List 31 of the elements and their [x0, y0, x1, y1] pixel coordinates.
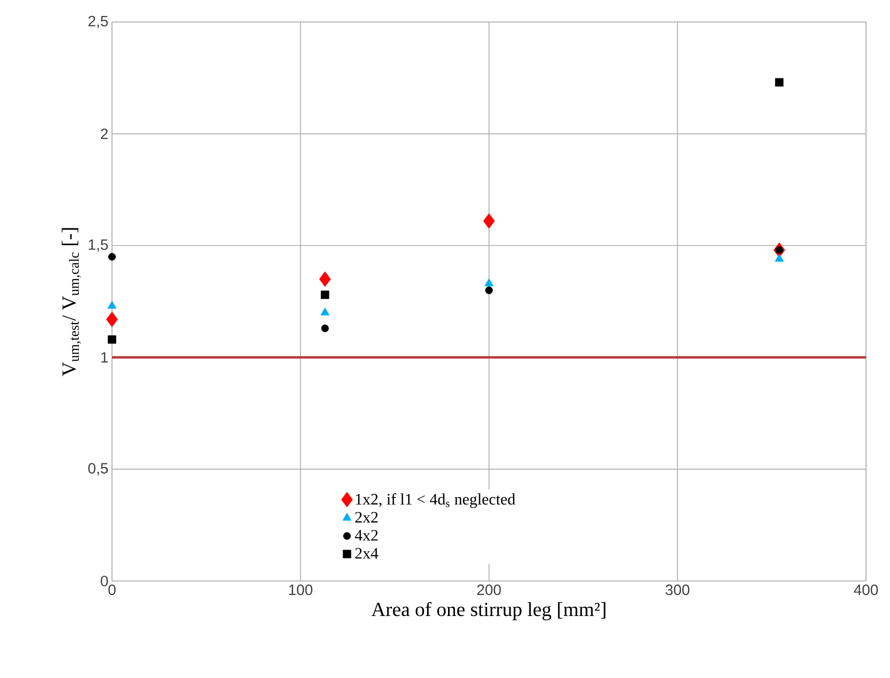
legend-label: 2x2 — [355, 512, 378, 522]
point — [320, 290, 330, 299]
point — [321, 324, 329, 332]
legend-label: 2x4 — [355, 548, 378, 559]
legend-label: 4x2 — [354, 530, 378, 541]
y-tick-label: 0 — [100, 576, 108, 586]
point — [485, 286, 493, 294]
x-axis-title: Area of one stirrup leg [mm²] — [371, 602, 606, 620]
x-tick-label: 100 — [289, 584, 312, 596]
y-axis-title: V$_{um,test}$/ V$_{um,calc}$ [-] — [62, 228, 81, 376]
point — [108, 252, 116, 261]
point — [108, 335, 116, 344]
point — [775, 78, 784, 87]
y-tick-label: 1,5 — [88, 240, 108, 252]
point — [106, 312, 118, 328]
point — [319, 271, 331, 287]
x-tick-label: 400 — [854, 584, 878, 596]
x-tick-label: 200 — [477, 584, 501, 596]
x-tick-label: 0 — [108, 584, 116, 596]
legend-label: 1x2, if l1 < 4d$_{s}$ neglected — [356, 493, 516, 508]
point — [107, 300, 117, 309]
y-tick-label: 1 — [101, 352, 108, 363]
y-tick-label: 2 — [100, 128, 108, 140]
point — [774, 254, 784, 262]
point — [320, 307, 330, 316]
y-tick-label: 0,5 — [88, 463, 108, 476]
point — [776, 246, 784, 254]
point — [483, 213, 495, 229]
y-tick-label: 2,5 — [88, 16, 108, 28]
x-tick-label: 300 — [666, 584, 690, 596]
point — [484, 278, 494, 286]
